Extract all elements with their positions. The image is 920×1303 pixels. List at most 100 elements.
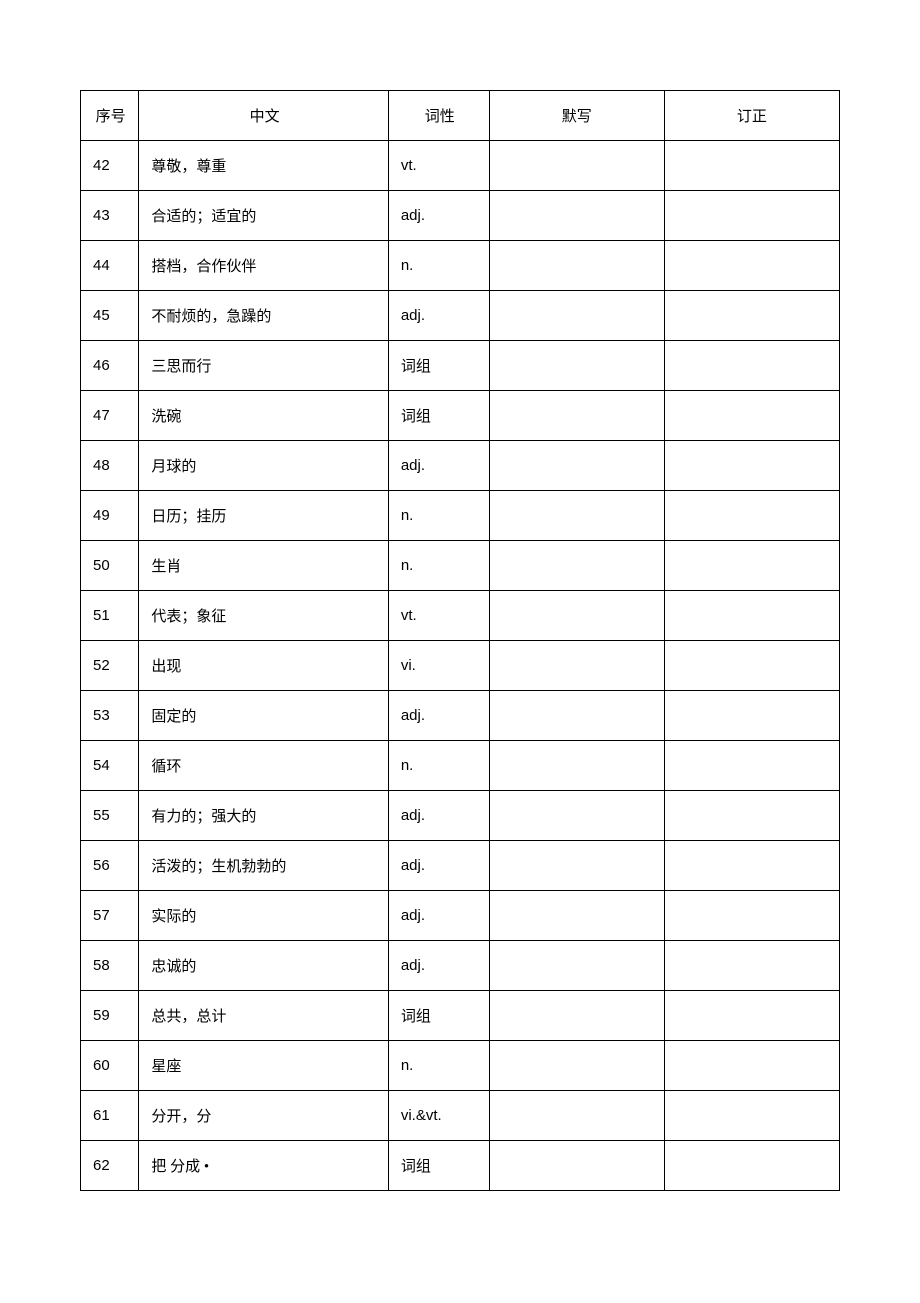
header-num: 序号 <box>81 91 139 141</box>
table-row: 48月球的adj. <box>81 441 840 491</box>
cell-pos: adj. <box>388 191 489 241</box>
cell-fix <box>664 541 839 591</box>
cell-fix <box>664 141 839 191</box>
cell-pos: 词组 <box>388 991 489 1041</box>
cell-num: 58 <box>81 941 139 991</box>
cell-cn: 忠诚的 <box>139 941 388 991</box>
cell-fix <box>664 291 839 341</box>
cell-cn: 实际的 <box>139 891 388 941</box>
cell-fix <box>664 891 839 941</box>
table-row: 50生肖n. <box>81 541 840 591</box>
cell-cn: 月球的 <box>139 441 388 491</box>
cell-write <box>489 991 664 1041</box>
cell-fix <box>664 741 839 791</box>
cell-cn: 固定的 <box>139 691 388 741</box>
cell-write <box>489 441 664 491</box>
header-write: 默写 <box>489 91 664 141</box>
cell-cn: 出现 <box>139 641 388 691</box>
cell-fix <box>664 691 839 741</box>
header-cn: 中文 <box>139 91 388 141</box>
cell-num: 59 <box>81 991 139 1041</box>
cell-fix <box>664 1041 839 1091</box>
cell-pos: 词组 <box>388 341 489 391</box>
cell-write <box>489 591 664 641</box>
cell-cn: 有力的；强大的 <box>139 791 388 841</box>
cell-num: 45 <box>81 291 139 341</box>
cell-num: 53 <box>81 691 139 741</box>
cell-pos: n. <box>388 541 489 591</box>
cell-cn: 代表；象征 <box>139 591 388 641</box>
cell-cn: 生肖 <box>139 541 388 591</box>
table-row: 57实际的adj. <box>81 891 840 941</box>
header-fix: 订正 <box>664 91 839 141</box>
cell-fix <box>664 591 839 641</box>
table-row: 58忠诚的adj. <box>81 941 840 991</box>
cell-fix <box>664 1091 839 1141</box>
cell-num: 52 <box>81 641 139 691</box>
cell-cn: 合适的；适宜的 <box>139 191 388 241</box>
cell-num: 48 <box>81 441 139 491</box>
cell-write <box>489 491 664 541</box>
cell-num: 50 <box>81 541 139 591</box>
cell-write <box>489 141 664 191</box>
cell-pos: adj. <box>388 691 489 741</box>
cell-write <box>489 941 664 991</box>
cell-write <box>489 541 664 591</box>
table-row: 53固定的adj. <box>81 691 840 741</box>
cell-write <box>489 1091 664 1141</box>
cell-fix <box>664 341 839 391</box>
cell-pos: vt. <box>388 591 489 641</box>
cell-cn: 三思而行 <box>139 341 388 391</box>
cell-cn: 总共，总计 <box>139 991 388 1041</box>
cell-pos: adj. <box>388 841 489 891</box>
table-row: 46三思而行词组 <box>81 341 840 391</box>
cell-pos: adj. <box>388 891 489 941</box>
cell-num: 49 <box>81 491 139 541</box>
cell-pos: vi. <box>388 641 489 691</box>
cell-fix <box>664 491 839 541</box>
cell-num: 47 <box>81 391 139 441</box>
cell-fix <box>664 1141 839 1191</box>
cell-write <box>489 691 664 741</box>
table-row: 59总共，总计词组 <box>81 991 840 1041</box>
cell-num: 51 <box>81 591 139 641</box>
cell-cn: 循环 <box>139 741 388 791</box>
cell-write <box>489 241 664 291</box>
cell-num: 54 <box>81 741 139 791</box>
cell-pos: n. <box>388 741 489 791</box>
table-row: 55有力的；强大的adj. <box>81 791 840 841</box>
cell-num: 57 <box>81 891 139 941</box>
vocab-table: 序号 中文 词性 默写 订正 42尊敬，尊重vt.43合适的；适宜的adj.44… <box>80 90 840 1191</box>
cell-pos: adj. <box>388 941 489 991</box>
table-row: 56活泼的；生机勃勃的adj. <box>81 841 840 891</box>
cell-cn: 日历；挂历 <box>139 491 388 541</box>
cell-pos: 词组 <box>388 1141 489 1191</box>
cell-num: 56 <box>81 841 139 891</box>
cell-pos: n. <box>388 241 489 291</box>
cell-num: 43 <box>81 191 139 241</box>
cell-pos: adj. <box>388 441 489 491</box>
cell-fix <box>664 791 839 841</box>
cell-write <box>489 891 664 941</box>
cell-fix <box>664 441 839 491</box>
cell-pos: adj. <box>388 791 489 841</box>
header-pos: 词性 <box>388 91 489 141</box>
cell-num: 55 <box>81 791 139 841</box>
table-row: 61分开，分vi.&vt. <box>81 1091 840 1141</box>
cell-write <box>489 1141 664 1191</box>
cell-pos: 词组 <box>388 391 489 441</box>
table-row: 44搭档，合作伙伴n. <box>81 241 840 291</box>
table-row: 49日历；挂历n. <box>81 491 840 541</box>
cell-cn: 活泼的；生机勃勃的 <box>139 841 388 891</box>
cell-pos: n. <box>388 1041 489 1091</box>
cell-num: 42 <box>81 141 139 191</box>
cell-fix <box>664 241 839 291</box>
cell-cn: 不耐烦的，急躁的 <box>139 291 388 341</box>
cell-num: 60 <box>81 1041 139 1091</box>
cell-write <box>489 641 664 691</box>
table-row: 54循环n. <box>81 741 840 791</box>
table-header-row: 序号 中文 词性 默写 订正 <box>81 91 840 141</box>
cell-write <box>489 741 664 791</box>
cell-fix <box>664 191 839 241</box>
cell-fix <box>664 391 839 441</box>
